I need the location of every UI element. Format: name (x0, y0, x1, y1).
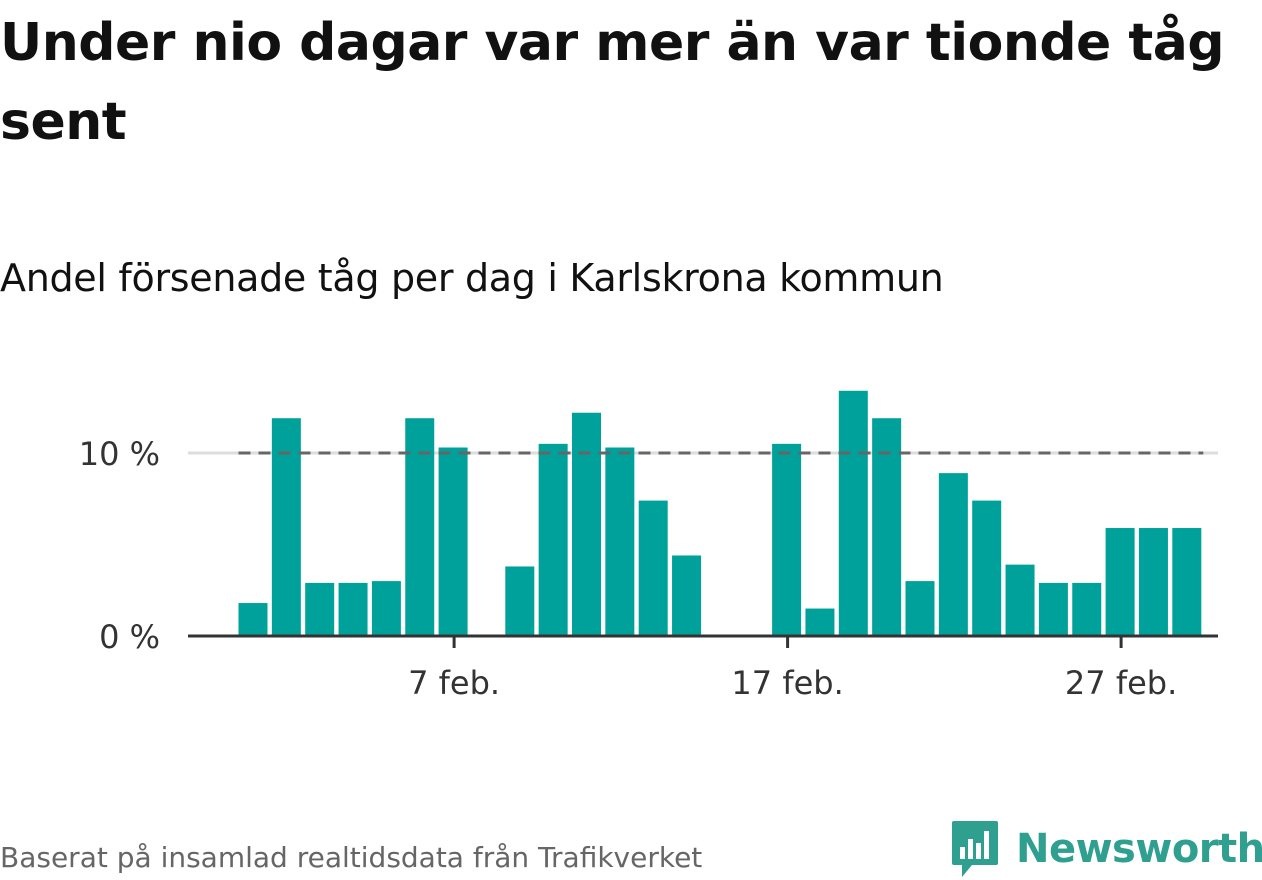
bar (972, 500, 1002, 636)
bar (371, 581, 401, 636)
newsworthy-logo-icon (952, 821, 998, 877)
bar (1072, 582, 1102, 636)
bar (572, 412, 601, 636)
bar (605, 447, 635, 636)
chart-subtitle: Andel försenade tåg per dag i Karlskrona… (0, 256, 944, 300)
bar (1038, 582, 1068, 636)
bar (338, 582, 368, 636)
bar (872, 418, 902, 636)
bar (271, 418, 301, 636)
bar (505, 566, 535, 636)
bars (238, 390, 1202, 636)
x-tick-label: 17 feb. (731, 664, 843, 702)
axes: 0 % 10 % 7 feb. 17 feb. 27 feb. (79, 435, 1218, 702)
bar (538, 443, 568, 636)
chart-title: Under nio dagar var mer än var tionde tå… (0, 13, 1225, 152)
bar (1105, 528, 1135, 636)
bar (438, 447, 468, 636)
y-tick-label: 0 % (99, 618, 160, 656)
bar (938, 473, 968, 636)
bar (638, 500, 668, 636)
source-note: Baserat på insamlad realtidsdata från Tr… (0, 841, 703, 874)
brand-logo[interactable]: Newsworthy (950, 818, 1262, 880)
bar (1005, 564, 1035, 636)
bar (405, 418, 435, 636)
y-tick-label: 10 % (79, 435, 160, 473)
bar (1138, 528, 1168, 636)
bar (805, 608, 835, 636)
bar (305, 582, 335, 636)
bar (772, 443, 802, 636)
brand-name: Newsworthy (1016, 826, 1262, 872)
bar (905, 581, 935, 636)
bar (672, 555, 702, 636)
bar (1172, 528, 1202, 636)
x-tick-label: 27 feb. (1065, 664, 1177, 702)
bar (238, 603, 268, 636)
bar (838, 390, 868, 636)
bar-chart: 0 % 10 % 7 feb. 17 feb. 27 feb. (79, 390, 1218, 702)
x-tick-label: 7 feb. (408, 664, 500, 702)
